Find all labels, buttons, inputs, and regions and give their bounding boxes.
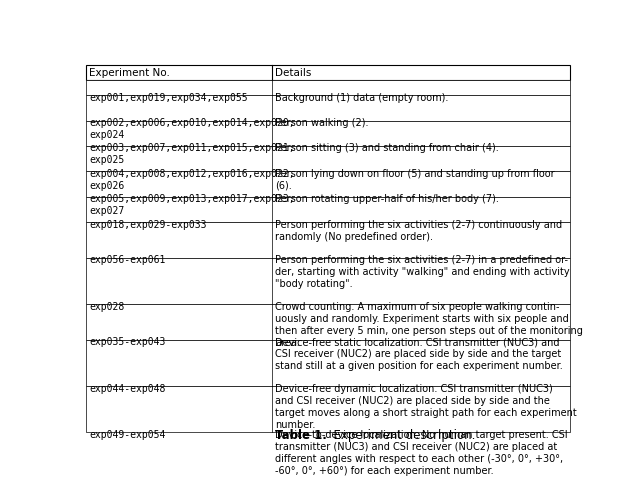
Text: exp049-exp054: exp049-exp054: [90, 430, 166, 440]
Text: Device-free static localization. CSI transmitter (NUC3) and
CSI receiver (NUC2) : Device-free static localization. CSI tra…: [275, 338, 563, 371]
Text: Experiment description.: Experiment description.: [326, 429, 476, 442]
Text: exp004,exp008,exp012,exp016,exp022,
exp026: exp004,exp008,exp012,exp016,exp022, exp0…: [90, 169, 295, 191]
Text: exp035-exp043: exp035-exp043: [90, 338, 166, 347]
Text: Person sitting (3) and standing from chair (4).: Person sitting (3) and standing from cha…: [275, 143, 499, 154]
Text: Table 1.: Table 1.: [275, 429, 326, 442]
Bar: [86, 65, 570, 80]
Bar: [86, 171, 570, 197]
Text: exp028: exp028: [90, 302, 125, 311]
Bar: [86, 80, 570, 95]
Text: exp044-exp048: exp044-exp048: [90, 384, 166, 394]
Text: Device-to-device localization. No human target present. CSI
transmitter (NUC3) a: Device-to-device localization. No human …: [275, 430, 568, 476]
Bar: [86, 95, 570, 121]
Text: Person walking (2).: Person walking (2).: [275, 118, 369, 128]
Bar: [86, 258, 570, 304]
Bar: [86, 386, 570, 432]
Bar: [86, 222, 570, 258]
Text: Experiment No.: Experiment No.: [90, 68, 170, 78]
Text: Details: Details: [275, 68, 312, 78]
Bar: [86, 121, 570, 146]
Text: exp005,exp009,exp013,exp017,exp023,
exp027: exp005,exp009,exp013,exp017,exp023, exp0…: [90, 194, 295, 216]
Bar: [86, 146, 570, 171]
Bar: [86, 340, 570, 386]
Text: Person performing the six activities (2-7) in a predefined or-
der, starting wit: Person performing the six activities (2-…: [275, 255, 570, 289]
Text: Person rotating upper-half of his/her body (7).: Person rotating upper-half of his/her bo…: [275, 194, 499, 204]
Bar: [86, 304, 570, 340]
Text: exp003,exp007,exp011,exp015,exp021,
exp025: exp003,exp007,exp011,exp015,exp021, exp0…: [90, 143, 295, 165]
Text: Background (1) data (empty room).: Background (1) data (empty room).: [275, 92, 449, 102]
Text: exp001,exp019,exp034,exp055: exp001,exp019,exp034,exp055: [90, 92, 248, 102]
Text: Crowd counting. A maximum of six people walking contin-
uously and randomly. Exp: Crowd counting. A maximum of six people …: [275, 302, 584, 347]
Text: exp018,exp029-exp033: exp018,exp029-exp033: [90, 219, 207, 230]
Text: Person performing the six activities (2-7) continuously and
randomly (No predefi: Person performing the six activities (2-…: [275, 219, 563, 242]
Text: exp002,exp006,exp010,exp014,exp020,
exp024: exp002,exp006,exp010,exp014,exp020, exp0…: [90, 118, 295, 140]
Text: exp056-exp061: exp056-exp061: [90, 255, 166, 265]
Text: Person lying down on floor (5) and standing up from floor
(6).: Person lying down on floor (5) and stand…: [275, 169, 555, 191]
Text: Device-free dynamic localization. CSI transmitter (NUC3)
and CSI receiver (NUC2): Device-free dynamic localization. CSI tr…: [275, 384, 577, 430]
Bar: [86, 197, 570, 222]
